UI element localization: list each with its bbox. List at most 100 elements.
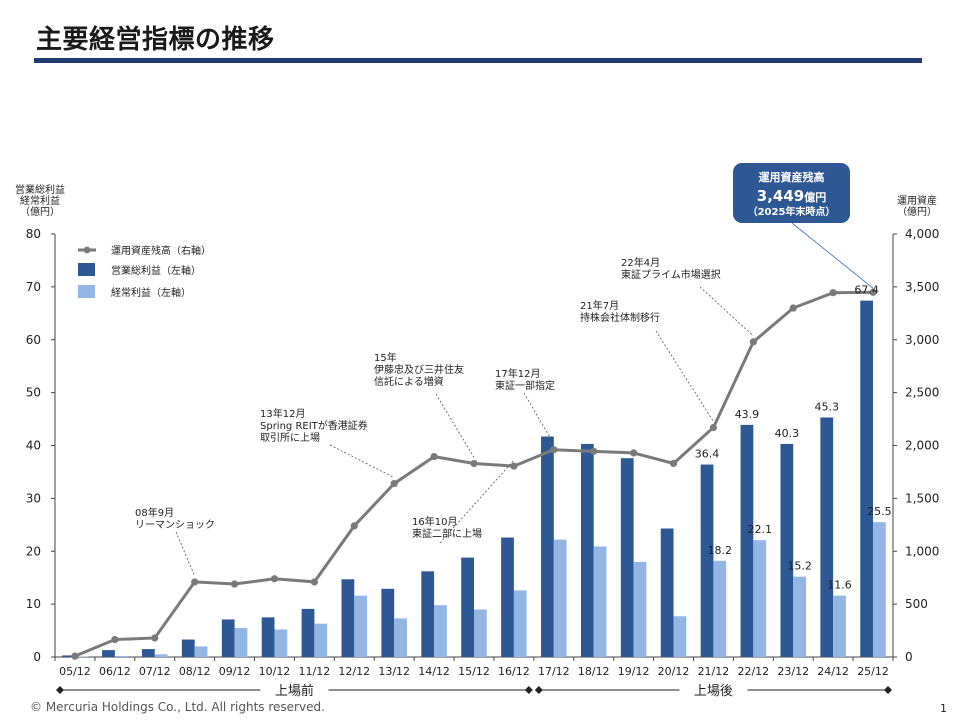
bar-ordinary-profit [274,629,288,657]
bar-gross-profit [461,557,474,657]
x-tick-label: 17/12 [538,665,570,678]
annotation-text: 16年10月 [412,515,457,528]
y-left-tick-label: 60 [26,333,41,347]
point-aum [510,462,518,470]
point-aum [669,459,678,468]
data-label-gross: 67.4 [854,284,879,297]
bar-gross-profit [421,571,435,657]
data-label-gross: 36.4 [695,448,720,461]
bar-ordinary-profit [314,623,328,657]
data-label-gross: 45.3 [815,400,840,413]
annotation-leader [175,531,196,577]
y-left-tick-label: 40 [26,439,41,453]
y-left-tick-label: 80 [26,227,41,241]
x-tick-label: 19/12 [618,665,650,678]
legend-swatch-ordinary [78,285,95,298]
x-tick-label: 18/12 [578,665,610,678]
bar-ordinary-profit [793,576,807,657]
title-rule [34,58,922,63]
point-aum [630,449,638,457]
y-left-tick-label: 10 [26,597,41,611]
x-tick-label: 11/12 [299,665,331,678]
x-tick-label: 08/12 [179,665,211,678]
y-left-tick-label: 30 [26,491,41,505]
legend-swatch-gross [78,263,95,276]
aum-badge-box [733,163,850,223]
bar-gross-profit [541,436,554,657]
annotation-text: 東証二部に上場 [412,527,482,540]
bar-ordinary-profit [513,590,527,657]
y-right-axis-title: 運用資産 [897,194,937,207]
bar-ordinary-profit [394,618,407,657]
bar-ordinary-profit [114,655,128,657]
x-tick-label: 25/12 [857,665,889,678]
point-aum [230,580,239,588]
bar-gross-profit [341,579,355,657]
x-tick-label: 15/12 [458,665,490,678]
legend-label-gross: 営業総利益（左軸） [111,264,201,277]
x-tick-label: 05/12 [59,665,91,678]
data-label-ordinary: 22.1 [747,523,772,536]
period-label: 上場前 [275,683,314,699]
point-aum [191,578,199,586]
point-aum [71,652,79,660]
annotation-leader [523,392,555,444]
y-right-tick-label: 1,000 [905,544,939,558]
point-aum [869,288,877,296]
data-label-gross: 43.9 [735,408,760,421]
copyright-text: © Mercuria Holdings Co., Ltd. All rights… [30,700,325,714]
bar-ordinary-profit [713,560,727,657]
point-aum [390,479,398,488]
aum-badge-pointer [791,222,874,289]
annotation-text: 22年4月 [621,256,660,269]
point-aum [350,522,358,530]
annotation-text: 21年7月 [580,299,619,312]
y-right-tick-label: 2,000 [905,439,939,453]
annotation-text: 取引所に上場 [260,431,320,444]
period-bracket: 上場前 [56,683,533,699]
annotation-text: 持株会社体制移行 [580,311,660,324]
bar-gross-profit [580,443,594,657]
bar-ordinary-profit [873,522,886,657]
y-right-axis-title: （億円） [897,205,937,218]
bar-gross-profit [740,424,754,657]
bar-ordinary-profit [434,605,447,657]
point-aum [550,446,558,454]
legend-label-aum: 運用資産残高（右軸） [111,244,211,257]
page-title: 主要経営指標の推移 [36,25,275,55]
bar-gross-profit [620,458,634,657]
data-label-gross: 40.3 [775,427,800,440]
data-label-ordinary: 25.5 [867,505,892,518]
point-aum [470,459,478,468]
annotation-text: 東証プライム市場選択 [621,268,721,281]
point-aum [709,423,718,432]
annotation-text: リーマンショック [135,519,215,531]
bar-gross-profit [301,608,315,657]
x-tick-label: 16/12 [498,665,530,678]
page-number: 1 [940,702,947,715]
x-tick-label: 07/12 [139,665,171,678]
bar-gross-profit [381,588,395,657]
bar-ordinary-profit [74,656,88,657]
point-aum [590,447,598,455]
legend-label-ordinary: 経常利益（左軸） [111,286,191,299]
period-label: 上場後 [694,684,733,699]
bar-ordinary-profit [593,546,607,657]
data-label-ordinary: 18.2 [708,544,733,557]
point-aum [789,304,797,312]
annotation-text: Spring REITが香港証券 [260,419,368,432]
bar-ordinary-profit [194,646,208,657]
bar-gross-profit [261,617,275,657]
aum-badge-title: 運用資産残高 [759,170,825,184]
period-diamond [884,686,892,694]
bar-gross-profit [660,528,674,657]
bar-gross-profit [780,443,794,657]
point-aum [749,338,757,346]
point-aum [151,634,159,642]
x-tick-label: 23/12 [777,665,809,678]
y-right-tick-label: 3,500 [905,280,939,294]
